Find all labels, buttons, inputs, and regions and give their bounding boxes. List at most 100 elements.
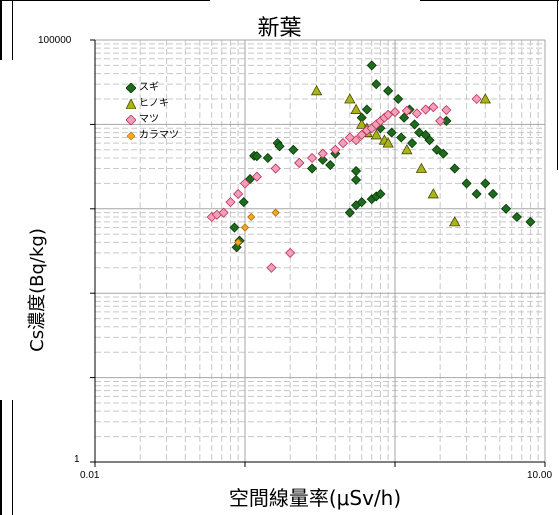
data-point-series-0: [350, 165, 362, 177]
data-point-series-0: [399, 112, 410, 123]
data-point-series-2: [401, 105, 412, 116]
data-point-series-0: [525, 216, 536, 227]
legend-marker-hinoki: [126, 99, 136, 109]
data-point-series-0: [325, 159, 336, 171]
data-point-series-0: [262, 152, 273, 164]
data-point-series-0: [238, 197, 249, 208]
legend-label-matsu: マツ: [139, 114, 159, 125]
data-point-series-1: [427, 188, 439, 199]
data-point-series-2: [356, 129, 367, 141]
data-point-series-2: [350, 135, 362, 146]
data-point-series-0: [288, 144, 299, 155]
data-point-series-3: [234, 238, 243, 247]
legend: スギ ヒノキ マツ カラマツ: [126, 80, 179, 144]
data-point-series-0: [361, 104, 373, 115]
data-point-series-2: [251, 171, 262, 182]
data-point-series-0: [344, 207, 355, 218]
data-point-series-0: [461, 178, 472, 189]
legend-marker-matsu: [126, 115, 136, 125]
data-point-series-1: [449, 216, 461, 227]
plot-area: [95, 40, 545, 462]
legend-item-sugi: スギ: [126, 80, 179, 96]
data-point-series-0: [371, 79, 382, 90]
data-point-series-1: [382, 137, 394, 148]
data-point-series-2: [337, 138, 349, 149]
data-point-series-2: [285, 247, 296, 258]
data-point-series-0: [350, 174, 362, 185]
data-point-series-2: [389, 107, 401, 118]
data-point-series-2: [239, 178, 251, 189]
x-tick-label-min: 0.01: [80, 470, 100, 481]
frame-line-left-inner: [12, 0, 13, 60]
legend-label-hinoki: ヒノキ: [139, 98, 169, 109]
data-point-series-3: [271, 208, 280, 217]
data-point-series-2: [317, 148, 328, 159]
data-point-series-1: [401, 143, 413, 155]
x-axis-label: 空間線量率(μSv/h): [228, 486, 402, 510]
data-point-series-0: [480, 178, 491, 189]
legend-label-karamatsu: カラマツ: [139, 130, 179, 141]
y-axis-label: Cs濃度(Bq/kg): [27, 228, 48, 352]
data-point-series-0: [366, 60, 377, 71]
data-point-series-2: [233, 188, 244, 200]
x-tick-label-max: 10.00: [527, 470, 553, 481]
data-point-series-2: [294, 157, 305, 168]
data-point-series-0: [511, 211, 523, 223]
legend-item-karamatsu: カラマツ: [126, 128, 179, 144]
frame-line-top-left: [0, 0, 210, 1]
data-point-series-2: [270, 163, 281, 174]
data-point-series-0: [409, 119, 420, 130]
data-point-series-0: [449, 163, 460, 174]
data-point-series-1: [344, 93, 356, 104]
y-tick-label-max: 100000: [38, 35, 72, 46]
data-point-series-3: [240, 223, 250, 232]
data-point-series-3: [247, 212, 256, 222]
data-point-series-0: [471, 188, 482, 200]
data-point-series-2: [471, 93, 482, 105]
data-point-series-1: [479, 93, 491, 104]
frame-line-left-top: [0, 0, 2, 60]
data-point-series-2: [411, 108, 422, 119]
data-point-series-2: [435, 115, 446, 126]
data-point-series-1: [415, 162, 428, 173]
data-point-series-0: [438, 148, 449, 159]
data-point-series-2: [266, 262, 277, 273]
data-point-series-0: [393, 93, 404, 105]
data-point-series-0: [407, 138, 418, 149]
data-point-series-2: [307, 152, 318, 164]
frame-line-left-bottom-inner: [12, 400, 13, 515]
legend-marker-sugi: [126, 83, 136, 93]
data-point-series-2: [225, 197, 236, 208]
data-point-series-2: [218, 207, 229, 218]
data-point-series-1: [350, 103, 362, 114]
data-point-series-1: [310, 84, 323, 96]
data-point-series-0: [307, 163, 318, 174]
legend-label-sugi: スギ: [139, 82, 159, 93]
chart-title: 新葉: [257, 16, 302, 41]
data-point-series-0: [424, 135, 435, 146]
legend-item-hinoki: ヒノキ: [126, 96, 179, 112]
data-point-series-0: [500, 203, 512, 214]
data-point-series-2: [420, 104, 431, 115]
legend-marker-karamatsu: [126, 131, 136, 141]
data-point-series-0: [356, 197, 367, 208]
data-point-series-0: [251, 151, 262, 162]
frame-line-top-right: [420, 0, 559, 1]
data-point-series-1: [370, 129, 382, 140]
data-point-series-0: [229, 222, 240, 233]
data-point-series-0: [487, 188, 499, 200]
frame-line-right-top: [557, 0, 558, 170]
data-point-series-0: [274, 141, 285, 152]
data-point-series-0: [386, 127, 397, 138]
data-point-series-2: [383, 109, 394, 120]
legend-item-matsu: マツ: [126, 112, 179, 128]
data-point-series-1: [356, 118, 368, 129]
data-point-series-2: [428, 102, 439, 113]
data-point-series-2: [441, 104, 452, 116]
data-point-series-0: [396, 132, 407, 143]
frame-line-left-bottom: [0, 400, 2, 515]
y-axis-label-wrap: Cs濃度(Bq/kg): [6, 200, 66, 380]
data-point-series-0: [375, 188, 386, 200]
data-point-series-0: [431, 144, 442, 155]
